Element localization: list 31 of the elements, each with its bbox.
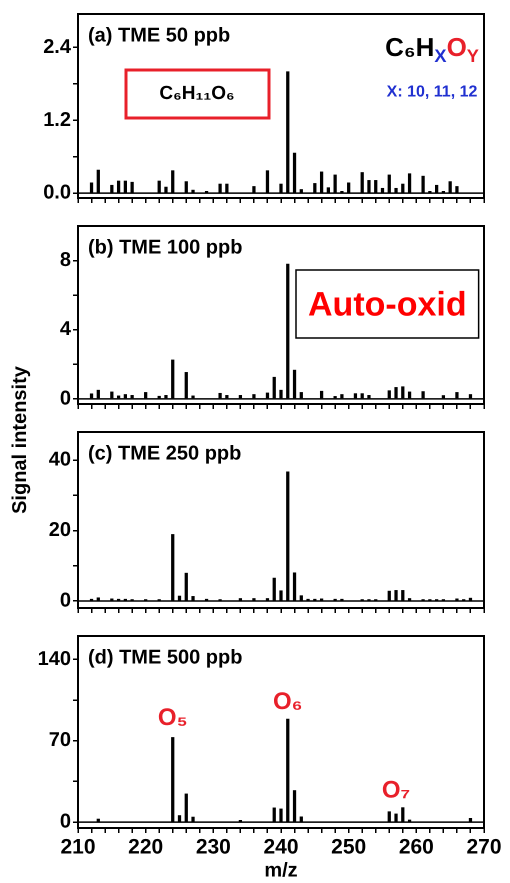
x-tick-label: 210 [60,835,96,858]
annotation: O₇ [382,776,410,804]
y-tick-label: 0 [60,387,71,410]
y-axis-title: Signal intensity [8,365,32,516]
x-axis-title: m/z [264,860,298,882]
y-tick-label: 2.4 [43,36,72,58]
annotation: O₆ [272,688,303,715]
x-tick-label: 230 [196,835,231,858]
x-tick-label: 260 [398,835,434,858]
y-tick-label: 40 [48,448,71,471]
annotation: X: 10, 11, 12 [386,83,478,100]
text: (d) TME 500 ppb [88,646,242,669]
y-tick-label: 0 [60,810,71,833]
annotation: O₅ [158,704,188,732]
y-tick-label: 0 [60,589,71,612]
y-tick-label: 20 [48,519,71,542]
x-tick-label: 220 [128,835,164,858]
y-tick-label: 4 [60,318,72,340]
x-tick-label: 250 [331,835,366,858]
y-tick-label: 8 [60,249,71,272]
annotation: C₆H₁₁O₆ [159,83,235,104]
y-tick-label: 70 [48,729,71,752]
y-tick-label: 0.0 [43,182,71,204]
y-tick-label: 140 [38,648,71,670]
annotation: Auto-oxid [308,285,467,324]
x-tick-label: 270 [466,835,502,858]
text: (c) TME 250 ppb [88,442,242,465]
y-tick-label: 1.2 [43,108,71,131]
text: (b) TME 100 ppb [88,236,242,259]
text: (a) TME 50 ppb [88,24,230,47]
x-tick-label: 240 [263,835,299,858]
